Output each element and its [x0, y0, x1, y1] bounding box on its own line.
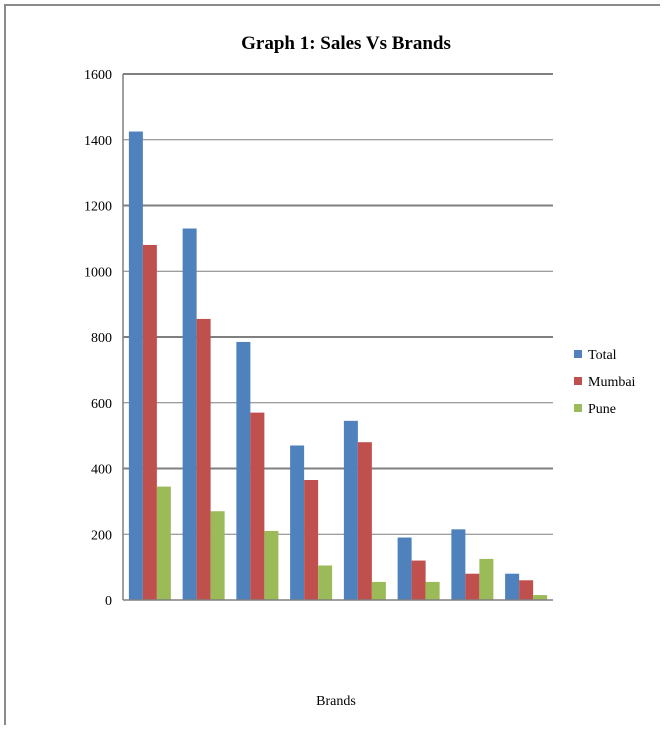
- legend: Total Mumbai Pune: [574, 348, 636, 417]
- y-tick-label: 1200: [84, 200, 112, 215]
- bar-mumbai: [142, 244, 157, 600]
- bar-pune: [425, 581, 440, 600]
- y-tick-label: 0: [105, 594, 112, 609]
- bar-mumbai: [357, 442, 372, 600]
- bar-pune: [156, 486, 171, 600]
- bar-mumbai: [250, 412, 265, 600]
- chart-title: Graph 1: Sales Vs Brands: [241, 33, 451, 54]
- bar-mumbai: [465, 573, 480, 600]
- bar-total: [290, 445, 305, 600]
- bar-pune: [264, 530, 279, 600]
- x-axis-title: Brands: [316, 694, 356, 709]
- gridlines: [123, 73, 553, 535]
- legend-swatch-total: [574, 350, 582, 358]
- bar-total: [343, 420, 358, 600]
- legend-label-pune: Pune: [588, 402, 616, 417]
- y-tick-label: 800: [91, 331, 112, 346]
- y-tick-labels: 0 200 400 600 800 1000 1200 1400 1600: [84, 68, 112, 609]
- bar-total: [397, 537, 412, 600]
- bars: [128, 131, 548, 600]
- legend-swatch-pune: [574, 404, 582, 412]
- y-tick-label: 400: [91, 463, 112, 478]
- bar-mumbai: [196, 318, 211, 600]
- legend-label-mumbai: Mumbai: [588, 375, 636, 390]
- bar-pune: [371, 581, 386, 600]
- chart-frame: [4, 4, 660, 725]
- y-tick-label: 1000: [84, 265, 112, 280]
- y-tick-label: 1600: [84, 68, 112, 83]
- bar-pune: [533, 595, 548, 600]
- y-tick-label: 1400: [84, 134, 112, 149]
- bar-total: [128, 131, 143, 600]
- bar-mumbai: [519, 580, 534, 600]
- bar-total: [182, 228, 197, 600]
- bar-mumbai: [304, 480, 319, 600]
- legend-swatch-mumbai: [574, 377, 582, 385]
- bar-total: [505, 573, 520, 600]
- y-tick-label: 600: [91, 397, 112, 412]
- bar-pune: [479, 558, 494, 600]
- bar-total: [236, 341, 251, 600]
- bar-pune: [318, 565, 333, 600]
- legend-label-total: Total: [588, 348, 617, 363]
- bar-total: [451, 529, 466, 600]
- bar-mumbai: [411, 560, 426, 600]
- y-tick-label: 200: [91, 528, 112, 543]
- bar-pune: [210, 511, 225, 600]
